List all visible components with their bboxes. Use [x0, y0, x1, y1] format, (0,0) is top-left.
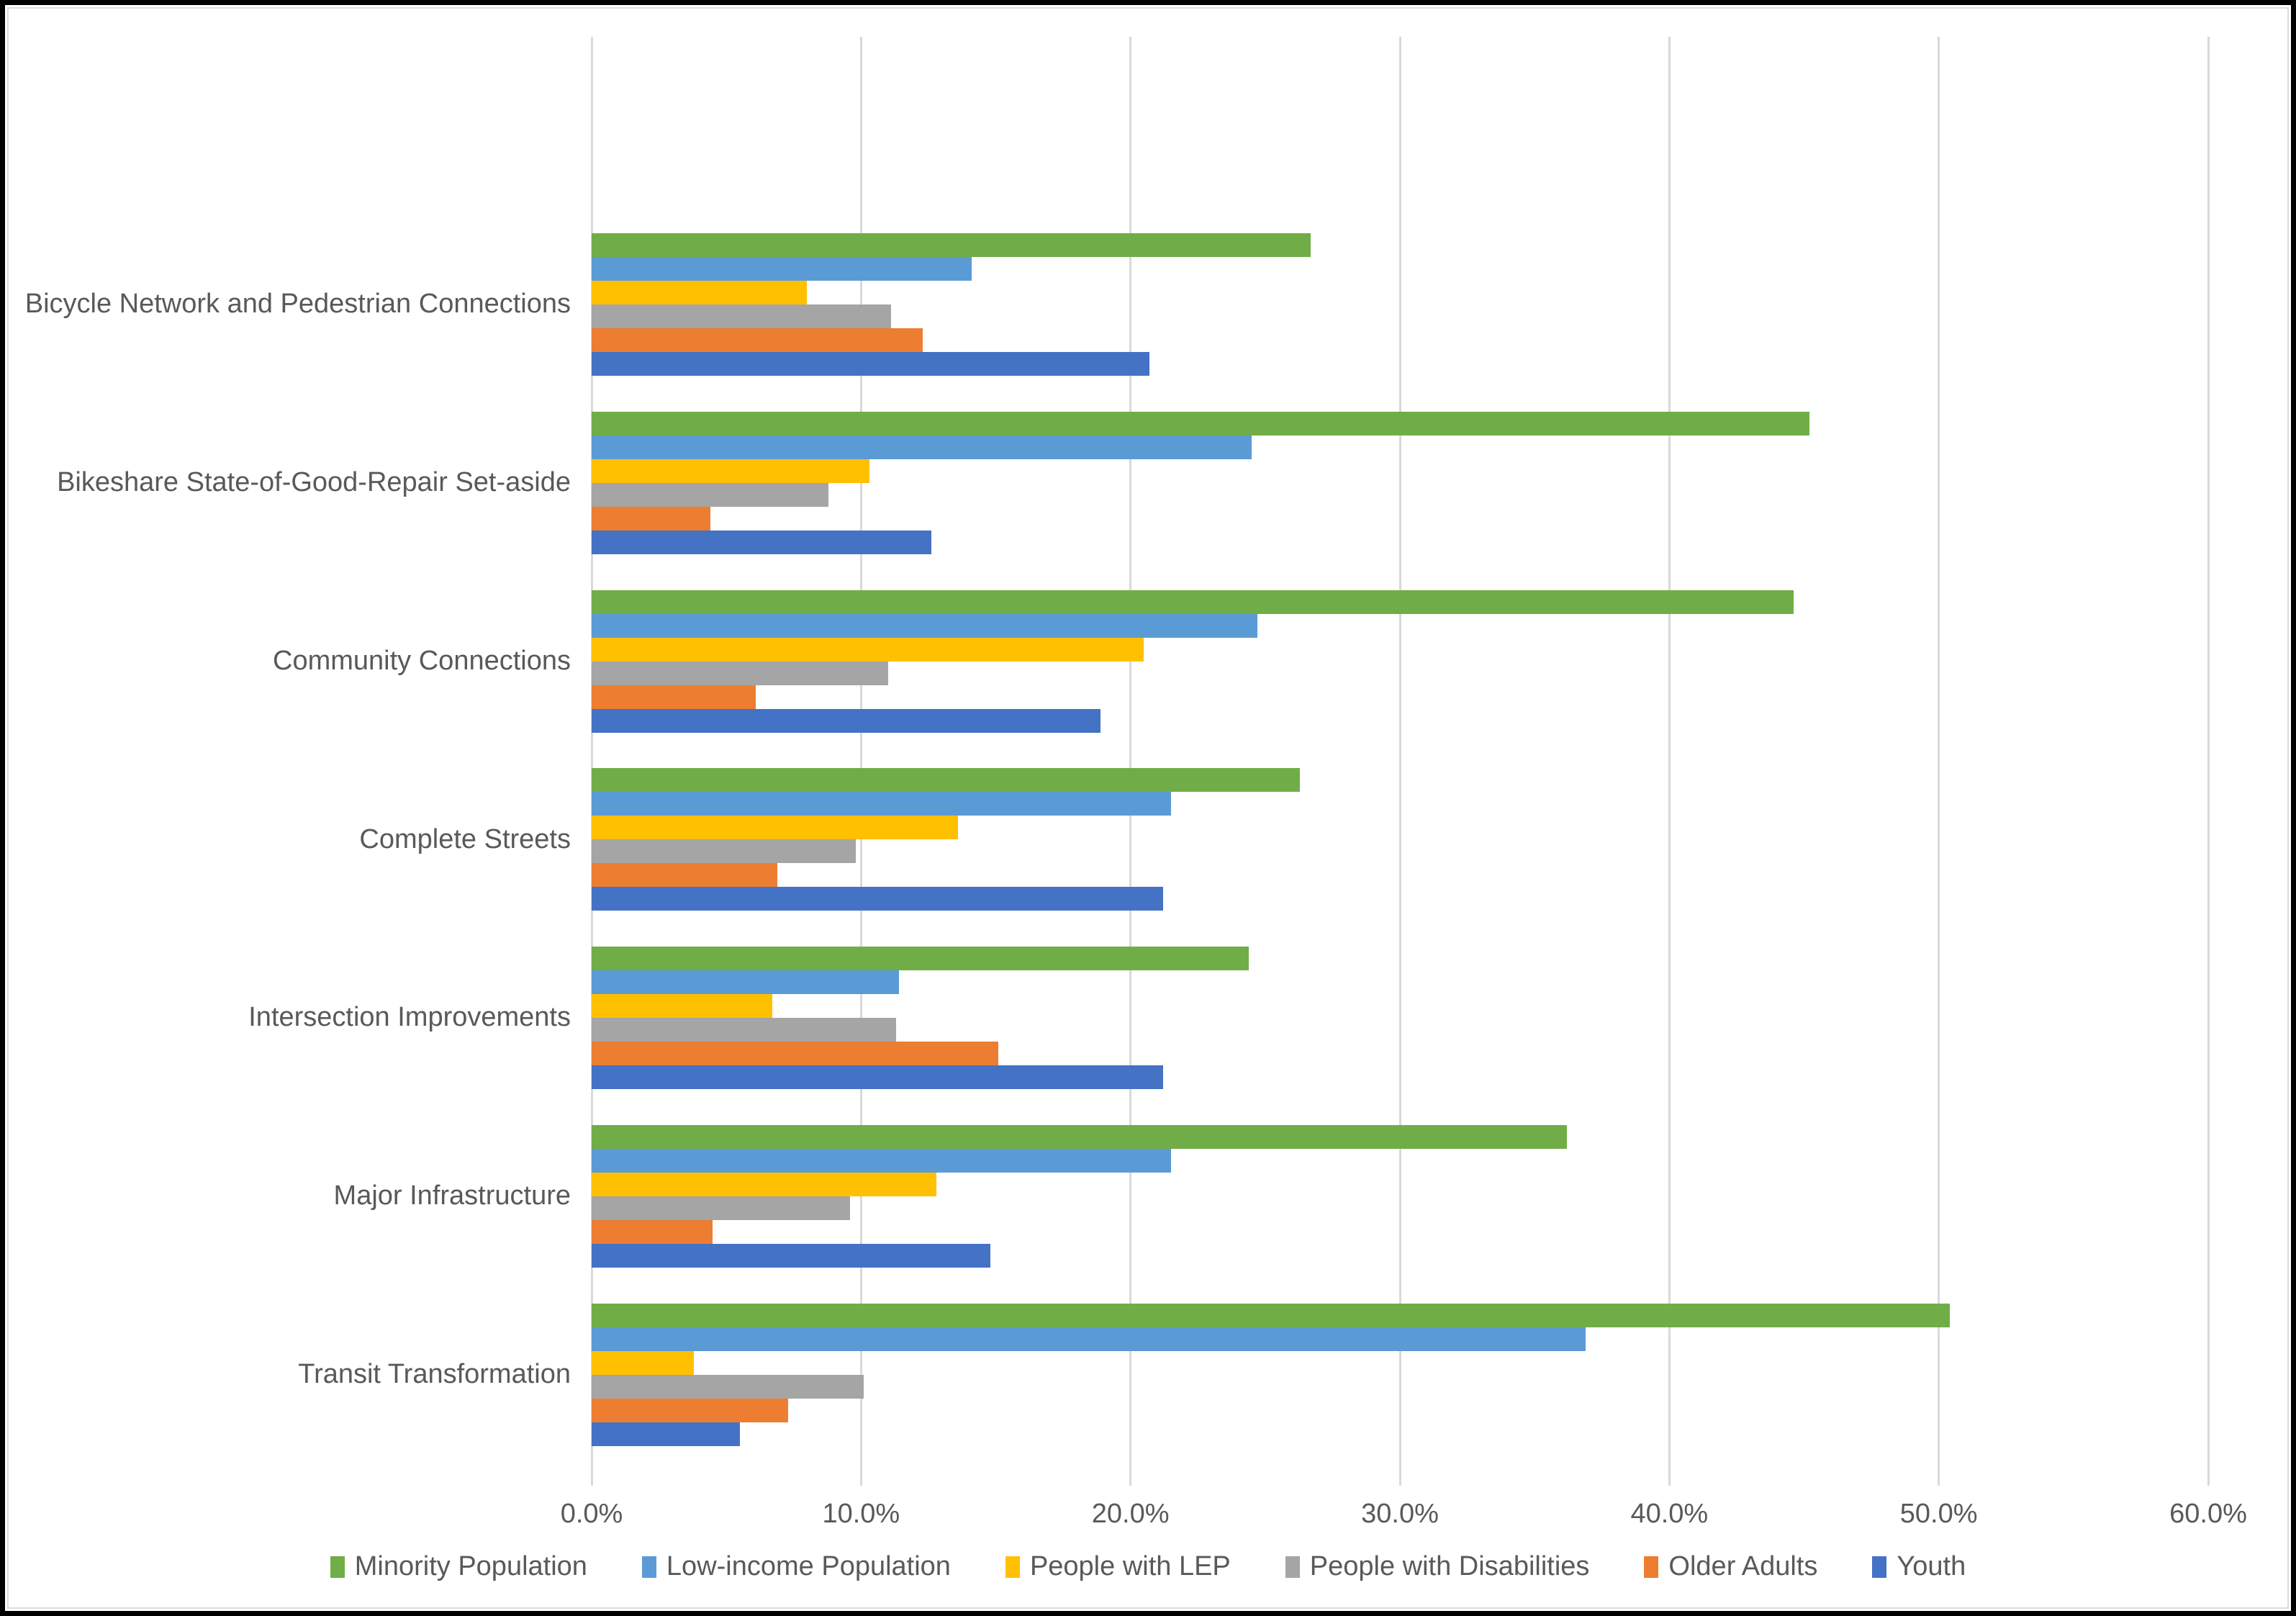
bar-minority-population: [592, 947, 1249, 971]
bar-youth: [592, 887, 1163, 911]
legend-label: People with Disabilities: [1309, 1551, 1590, 1581]
legend-item: Older Adults: [1644, 1551, 1817, 1582]
bar-group: [592, 1125, 2208, 1268]
x-axis-label: 50.0%: [1899, 1499, 1978, 1529]
bar-older-adults: [592, 863, 778, 888]
category-label: Community Connections: [273, 645, 571, 676]
category-label: Complete Streets: [359, 823, 571, 854]
bar-people-with-disabilities: [592, 482, 829, 507]
bar-people-with-disabilities: [592, 839, 856, 864]
bar-low-income-population: [592, 1149, 1171, 1173]
category-label: Major Infrastructure: [333, 1181, 571, 1211]
bar-low-income-population: [592, 435, 1252, 459]
legend-label: Older Adults: [1668, 1551, 1818, 1581]
gridline: [1129, 37, 1132, 1486]
bar-minority-population: [592, 590, 1794, 614]
plot-area: [590, 37, 2210, 1486]
bar-youth: [592, 708, 1101, 733]
bar-group: [592, 1304, 2208, 1447]
legend-label: Minority Population: [354, 1551, 587, 1581]
x-axis-label: 60.0%: [2169, 1499, 2247, 1529]
gridline: [2207, 37, 2210, 1486]
bar-older-adults: [592, 1220, 713, 1245]
legend-swatch-icon: [1285, 1556, 1300, 1578]
x-axis-label: 10.0%: [822, 1499, 900, 1529]
bar-low-income-population: [592, 1327, 1586, 1352]
bar-people-with-lep: [592, 816, 959, 840]
x-axis-label: 30.0%: [1361, 1499, 1439, 1529]
bar-youth: [592, 1065, 1163, 1090]
gridline: [1938, 37, 1940, 1486]
legend-swatch-icon: [1005, 1556, 1020, 1578]
legend-item: People with LEP: [1005, 1551, 1231, 1582]
x-axis-label: 20.0%: [1091, 1499, 1170, 1529]
bar-group: [592, 590, 2208, 733]
bar-older-adults: [592, 685, 756, 709]
bar-older-adults: [592, 1399, 789, 1423]
bar-people-with-lep: [592, 459, 869, 483]
bar-people-with-disabilities: [592, 1018, 896, 1042]
bar-minority-population: [592, 233, 1311, 257]
gridline: [1668, 37, 1671, 1486]
bar-older-adults: [592, 1042, 999, 1066]
category-label: Bicycle Network and Pedestrian Connectio…: [24, 288, 571, 319]
bar-older-adults: [592, 328, 923, 352]
legend-label: People with LEP: [1029, 1551, 1231, 1581]
bar-group: [592, 233, 2208, 376]
legend: Minority Population Low-income Population…: [5, 1551, 2291, 1582]
legend-label: Youth: [1897, 1551, 1966, 1581]
legend-item: Youth: [1872, 1551, 1966, 1582]
category-label: Bikeshare State-of-Good-Repair Set-aside: [57, 466, 571, 497]
bar-youth: [592, 351, 1149, 376]
legend-swatch-icon: [330, 1556, 345, 1578]
bar-minority-population: [592, 411, 1809, 435]
gridline: [590, 37, 593, 1486]
bar-group: [592, 411, 2208, 554]
bar-group: [592, 768, 2208, 911]
bar-people-with-lep: [592, 1351, 695, 1376]
legend-item: Minority Population: [330, 1551, 587, 1582]
bar-people-with-disabilities: [592, 1375, 864, 1399]
x-axis-label: 40.0%: [1630, 1499, 1709, 1529]
bar-people-with-disabilities: [592, 1196, 851, 1221]
legend-label: Low-income Population: [666, 1551, 951, 1581]
bar-people-with-lep: [592, 994, 772, 1019]
bar-low-income-population: [592, 256, 972, 281]
bar-people-with-lep: [592, 1173, 937, 1197]
gridline: [1398, 37, 1401, 1486]
legend-swatch-icon: [641, 1556, 656, 1578]
bar-minority-population: [592, 768, 1301, 793]
category-label: Transit Transformation: [298, 1359, 571, 1390]
bar-low-income-population: [592, 613, 1257, 638]
bar-group: [592, 947, 2208, 1090]
bar-low-income-population: [592, 970, 899, 995]
category-label: Intersection Improvements: [248, 1002, 571, 1033]
bar-minority-population: [592, 1125, 1568, 1150]
bar-low-income-population: [592, 792, 1171, 816]
bar-people-with-disabilities: [592, 661, 888, 685]
bar-youth: [592, 530, 931, 554]
bar-youth: [592, 1244, 990, 1268]
bar-people-with-lep: [592, 280, 808, 304]
legend-item: People with Disabilities: [1285, 1551, 1590, 1582]
legend-swatch-icon: [1872, 1556, 1887, 1578]
legend-item: Low-income Population: [641, 1551, 951, 1582]
bar-older-adults: [592, 506, 710, 531]
bar-people-with-lep: [592, 637, 1144, 662]
gridline: [859, 37, 862, 1486]
x-axis-label: 0.0%: [560, 1499, 623, 1529]
bar-youth: [592, 1422, 740, 1447]
bar-people-with-disabilities: [592, 304, 891, 328]
bar-minority-population: [592, 1304, 1950, 1328]
legend-swatch-icon: [1644, 1556, 1659, 1578]
